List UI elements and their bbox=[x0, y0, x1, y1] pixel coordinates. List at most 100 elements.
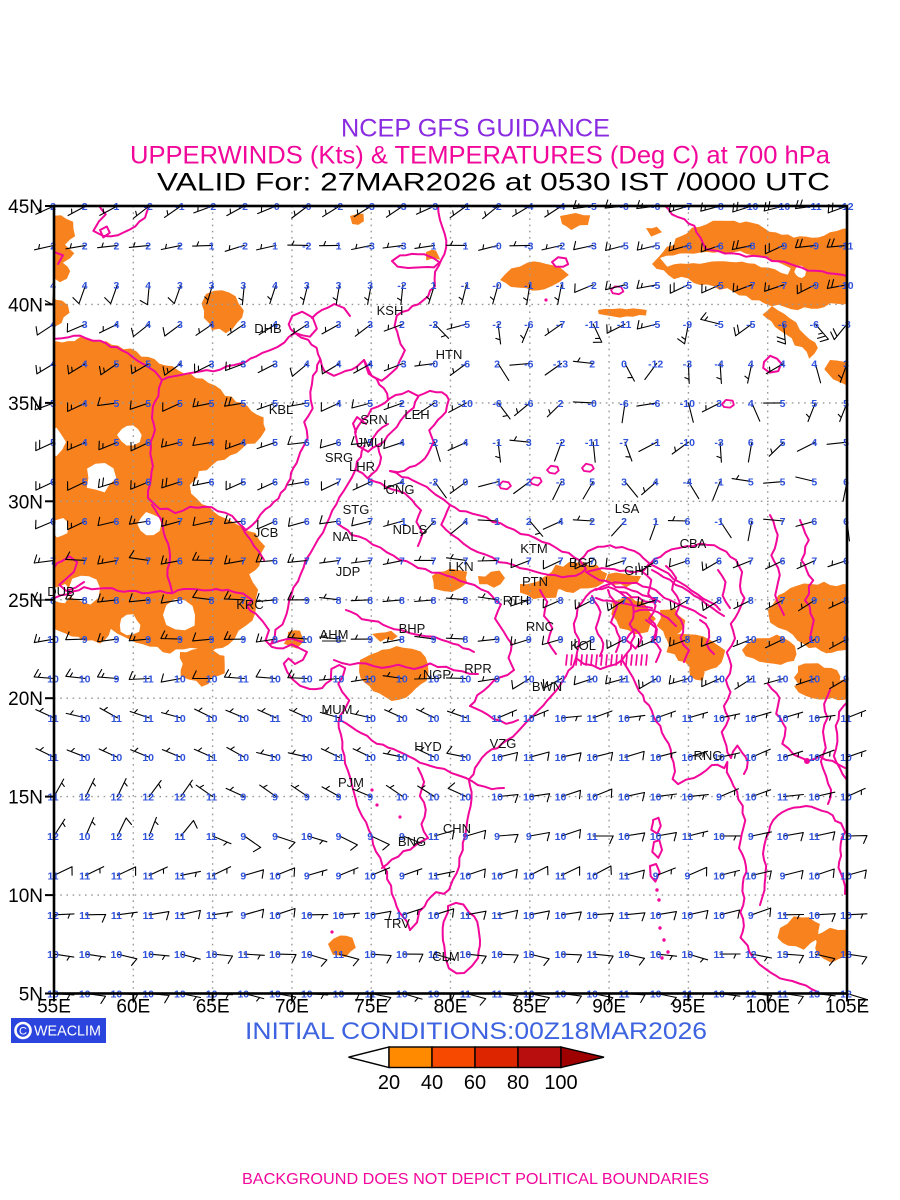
svg-text:10: 10 bbox=[523, 713, 535, 725]
svg-text:10: 10 bbox=[745, 792, 757, 804]
svg-text:-6: -6 bbox=[810, 319, 819, 331]
svg-text:10: 10 bbox=[79, 674, 91, 686]
svg-text:10: 10 bbox=[396, 792, 408, 804]
svg-text:11: 11 bbox=[174, 870, 185, 882]
svg-text:9: 9 bbox=[304, 595, 310, 607]
svg-text:4: 4 bbox=[209, 437, 215, 449]
svg-text:10: 10 bbox=[206, 713, 218, 725]
svg-text:9: 9 bbox=[748, 831, 754, 843]
svg-text:3: 3 bbox=[240, 359, 246, 371]
svg-text:7: 7 bbox=[177, 516, 183, 528]
svg-text:9: 9 bbox=[431, 634, 437, 646]
svg-text:10: 10 bbox=[396, 674, 408, 686]
svg-text:10: 10 bbox=[618, 713, 630, 725]
svg-text:3: 3 bbox=[209, 359, 215, 371]
svg-text:-6: -6 bbox=[524, 359, 533, 371]
svg-text:75E: 75E bbox=[354, 997, 388, 1018]
svg-text:-3: -3 bbox=[714, 437, 723, 449]
svg-text:11: 11 bbox=[143, 870, 154, 882]
svg-text:11: 11 bbox=[111, 713, 122, 725]
svg-text:5: 5 bbox=[367, 398, 373, 410]
svg-text:10: 10 bbox=[808, 792, 820, 804]
svg-text:6: 6 bbox=[272, 477, 278, 489]
svg-text:11: 11 bbox=[587, 831, 598, 843]
svg-text:6: 6 bbox=[304, 477, 310, 489]
svg-text:4: 4 bbox=[748, 398, 754, 410]
svg-text:8: 8 bbox=[82, 595, 88, 607]
svg-text:STG: STG bbox=[343, 502, 370, 517]
svg-text:-1: -1 bbox=[524, 280, 533, 292]
svg-text:10: 10 bbox=[428, 752, 440, 764]
svg-text:-6: -6 bbox=[714, 240, 723, 252]
svg-text:-3: -3 bbox=[588, 240, 597, 252]
svg-text:-8: -8 bbox=[746, 240, 755, 252]
svg-text:VALID For: 27MAR2026 at 0530 I: VALID For: 27MAR2026 at 0530 IST /0000 U… bbox=[157, 169, 830, 197]
svg-text:-5: -5 bbox=[461, 319, 470, 331]
svg-text:-5: -5 bbox=[651, 319, 660, 331]
svg-text:BNG: BNG bbox=[398, 834, 426, 849]
svg-text:2: 2 bbox=[145, 240, 151, 252]
svg-text:4: 4 bbox=[653, 477, 659, 489]
svg-text:-3: -3 bbox=[366, 240, 375, 252]
svg-text:10: 10 bbox=[713, 870, 725, 882]
svg-text:9: 9 bbox=[589, 634, 595, 646]
svg-text:9: 9 bbox=[684, 870, 690, 882]
svg-text:9: 9 bbox=[811, 595, 817, 607]
svg-text:10: 10 bbox=[174, 949, 186, 961]
svg-text:10: 10 bbox=[269, 949, 281, 961]
svg-text:RNG: RNG bbox=[694, 748, 723, 763]
svg-text:10: 10 bbox=[523, 870, 535, 882]
svg-text:11: 11 bbox=[174, 910, 185, 922]
svg-text:8: 8 bbox=[113, 595, 119, 607]
svg-text:4: 4 bbox=[145, 319, 151, 331]
svg-text:10: 10 bbox=[491, 752, 503, 764]
svg-text:-11: -11 bbox=[585, 319, 600, 331]
svg-text:-3: -3 bbox=[397, 240, 406, 252]
svg-text:3: 3 bbox=[304, 319, 310, 331]
svg-text:7: 7 bbox=[780, 516, 786, 528]
svg-text:40N: 40N bbox=[8, 295, 43, 316]
svg-text:10: 10 bbox=[713, 713, 725, 725]
svg-text:9: 9 bbox=[494, 831, 500, 843]
svg-text:4: 4 bbox=[240, 437, 246, 449]
svg-text:60: 60 bbox=[464, 1072, 486, 1094]
svg-text:10: 10 bbox=[555, 910, 567, 922]
svg-text:10: 10 bbox=[682, 674, 694, 686]
svg-text:10: 10 bbox=[586, 870, 598, 882]
svg-text:10: 10 bbox=[808, 674, 820, 686]
svg-text:7: 7 bbox=[82, 555, 88, 567]
svg-text:11: 11 bbox=[238, 674, 249, 686]
svg-text:10: 10 bbox=[618, 831, 630, 843]
svg-text:5: 5 bbox=[304, 398, 310, 410]
svg-text:10: 10 bbox=[269, 752, 281, 764]
svg-text:8: 8 bbox=[462, 595, 468, 607]
svg-text:7: 7 bbox=[145, 555, 151, 567]
svg-text:4: 4 bbox=[82, 398, 88, 410]
svg-text:11: 11 bbox=[587, 713, 598, 725]
svg-text:-5: -5 bbox=[714, 319, 723, 331]
svg-text:INITIAL CONDITIONS:00Z18MAR202: INITIAL CONDITIONS:00Z18MAR2026 bbox=[245, 1018, 707, 1045]
svg-text:5: 5 bbox=[145, 359, 151, 371]
svg-text:11: 11 bbox=[682, 831, 693, 843]
svg-text:12: 12 bbox=[111, 831, 123, 843]
svg-text:5: 5 bbox=[177, 437, 183, 449]
svg-text:10: 10 bbox=[808, 910, 820, 922]
svg-text:11: 11 bbox=[492, 910, 503, 922]
svg-text:4: 4 bbox=[811, 437, 817, 449]
svg-text:SRG: SRG bbox=[325, 450, 353, 465]
svg-text:10: 10 bbox=[364, 949, 376, 961]
svg-text:-5: -5 bbox=[746, 319, 755, 331]
svg-text:6: 6 bbox=[811, 516, 817, 528]
svg-text:11: 11 bbox=[809, 831, 820, 843]
svg-text:JCB: JCB bbox=[254, 525, 279, 540]
svg-text:7: 7 bbox=[399, 555, 405, 567]
svg-text:2: 2 bbox=[526, 516, 532, 528]
svg-text:8: 8 bbox=[399, 634, 405, 646]
svg-text:5: 5 bbox=[113, 359, 119, 371]
svg-text:4: 4 bbox=[811, 359, 817, 371]
svg-text:7: 7 bbox=[367, 516, 373, 528]
svg-text:3: 3 bbox=[113, 280, 119, 292]
svg-text:12: 12 bbox=[745, 949, 757, 961]
svg-text:5: 5 bbox=[240, 398, 246, 410]
svg-text:RNC: RNC bbox=[526, 619, 554, 634]
